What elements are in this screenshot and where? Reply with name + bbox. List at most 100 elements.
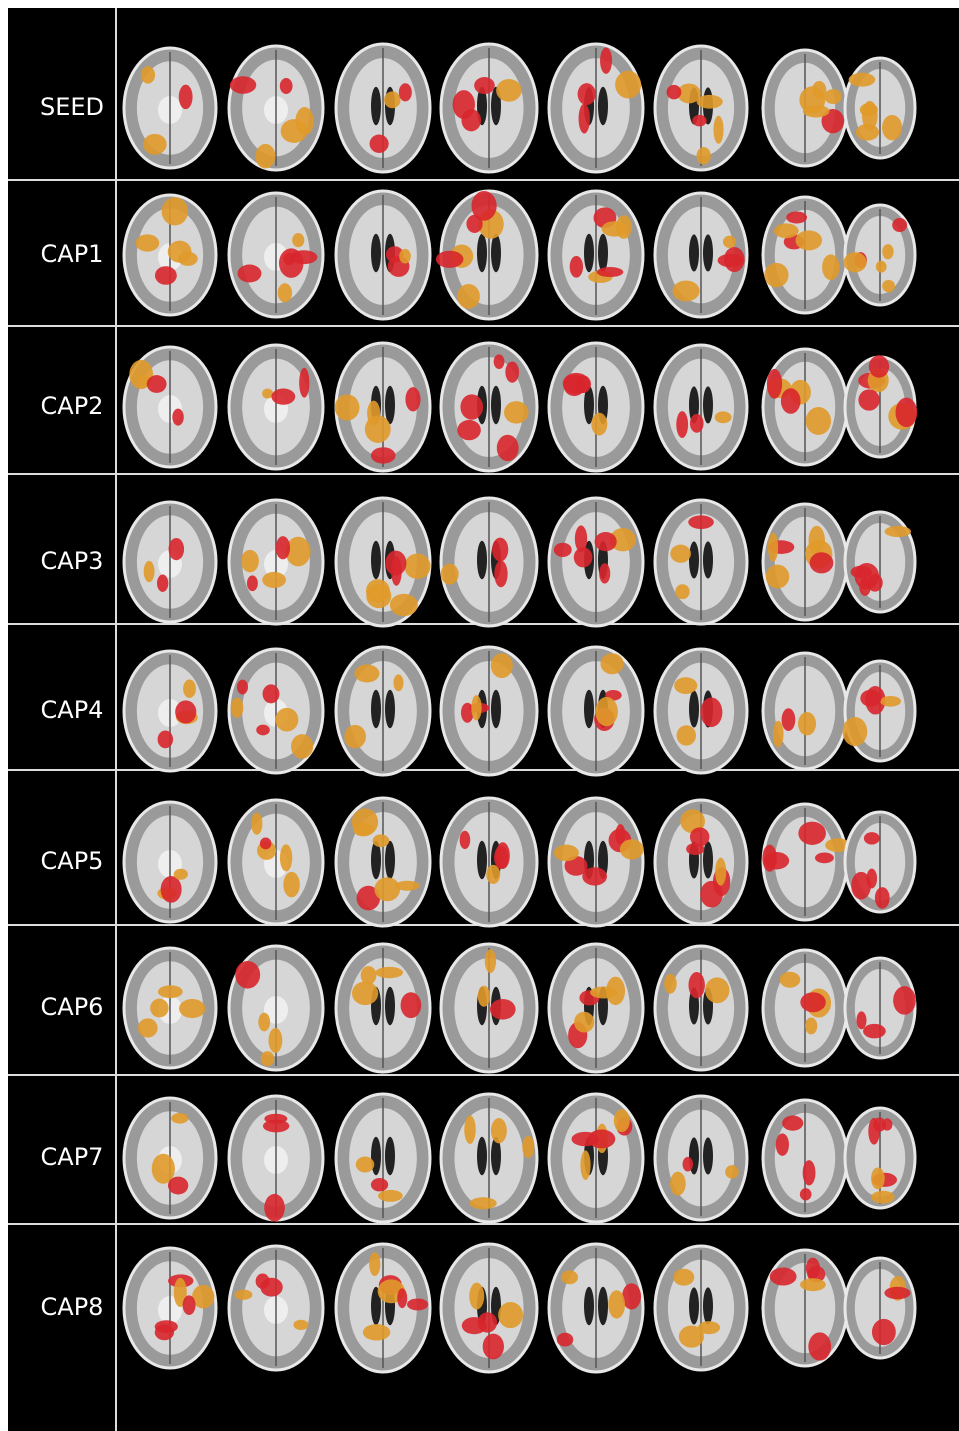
- brain-slice: [655, 1096, 747, 1220]
- activation: [485, 949, 496, 973]
- activation: [800, 1278, 826, 1291]
- activation: [575, 525, 587, 552]
- ventricle: [703, 386, 713, 423]
- activation: [600, 47, 612, 73]
- activation: [574, 1012, 594, 1033]
- activation: [457, 284, 480, 309]
- activation: [688, 972, 704, 998]
- activation: [674, 677, 697, 694]
- activation: [231, 698, 244, 718]
- activation: [471, 695, 481, 720]
- activation: [615, 71, 641, 99]
- activation: [262, 572, 286, 588]
- activation: [175, 700, 196, 723]
- activation: [860, 690, 881, 707]
- ventricle: [477, 234, 487, 272]
- brain-slice: [124, 1098, 216, 1218]
- activation: [256, 725, 270, 736]
- activation: [263, 684, 280, 703]
- activation: [595, 532, 617, 551]
- activation: [293, 1320, 308, 1330]
- activation: [724, 247, 745, 272]
- activation: [275, 708, 298, 732]
- activation: [263, 1120, 289, 1133]
- brain-slice: [336, 798, 430, 926]
- activation: [875, 887, 890, 909]
- brain-slice: [549, 498, 643, 626]
- ventricle: [689, 541, 699, 578]
- activation: [264, 1194, 285, 1222]
- activation: [174, 869, 188, 880]
- activation: [494, 561, 507, 588]
- activation: [824, 89, 842, 104]
- activation: [591, 413, 607, 436]
- activation: [141, 66, 155, 83]
- brain-slice: [845, 1108, 915, 1208]
- brain-slice: [441, 944, 537, 1072]
- activation: [688, 515, 714, 529]
- activation: [464, 1115, 475, 1144]
- activation: [235, 961, 260, 989]
- activation: [590, 986, 617, 998]
- brain-slice: [124, 802, 216, 922]
- activation: [676, 411, 688, 438]
- activation: [138, 1018, 158, 1037]
- brain-slice: [655, 345, 747, 469]
- row-label: CAP4: [41, 696, 104, 724]
- activation: [497, 435, 519, 461]
- brain-slice: [441, 1244, 537, 1372]
- activation: [579, 104, 590, 134]
- activation: [608, 1290, 625, 1318]
- activation: [492, 538, 508, 562]
- activation: [690, 414, 704, 433]
- activation: [698, 1321, 720, 1334]
- ventricle: [703, 1287, 713, 1324]
- activation: [782, 708, 796, 731]
- brain-slice: [549, 1094, 643, 1222]
- activation: [615, 824, 625, 844]
- activation: [554, 543, 572, 557]
- activation: [864, 832, 880, 844]
- brain-slice: [441, 498, 537, 626]
- activation: [390, 594, 418, 616]
- activation: [241, 550, 259, 572]
- activation: [844, 252, 867, 272]
- activation: [260, 837, 272, 849]
- activation: [280, 844, 292, 871]
- row-label: CAP3: [41, 547, 104, 575]
- brain-slice: [655, 800, 747, 924]
- brain-slice: [124, 48, 216, 168]
- activation: [404, 554, 430, 579]
- activation: [843, 717, 868, 746]
- activation: [672, 280, 699, 301]
- brain-slice: [441, 44, 537, 172]
- activation: [373, 834, 390, 847]
- activation: [714, 116, 724, 144]
- ventricle: [371, 690, 381, 728]
- brain-slice: [549, 647, 643, 775]
- row-label: CAP6: [41, 993, 104, 1021]
- activation: [261, 1051, 275, 1066]
- activation: [269, 1028, 283, 1053]
- activation: [460, 831, 471, 849]
- activation: [161, 876, 182, 903]
- row-label: SEED: [40, 93, 104, 121]
- activation: [441, 564, 459, 585]
- ventricle: [477, 541, 487, 579]
- activation: [700, 697, 722, 727]
- ventricle: [689, 690, 699, 727]
- activation: [800, 992, 825, 1012]
- activation: [595, 697, 617, 726]
- activation: [505, 361, 519, 382]
- activation: [858, 389, 879, 410]
- activation: [271, 388, 295, 404]
- brain-slice: [335, 343, 430, 471]
- activation: [554, 845, 579, 861]
- activation: [805, 1017, 817, 1034]
- activation: [262, 389, 273, 399]
- activation: [860, 103, 878, 116]
- activation: [869, 355, 889, 377]
- activation: [885, 526, 912, 537]
- row-label: CAP7: [41, 1143, 104, 1171]
- activation: [365, 416, 391, 443]
